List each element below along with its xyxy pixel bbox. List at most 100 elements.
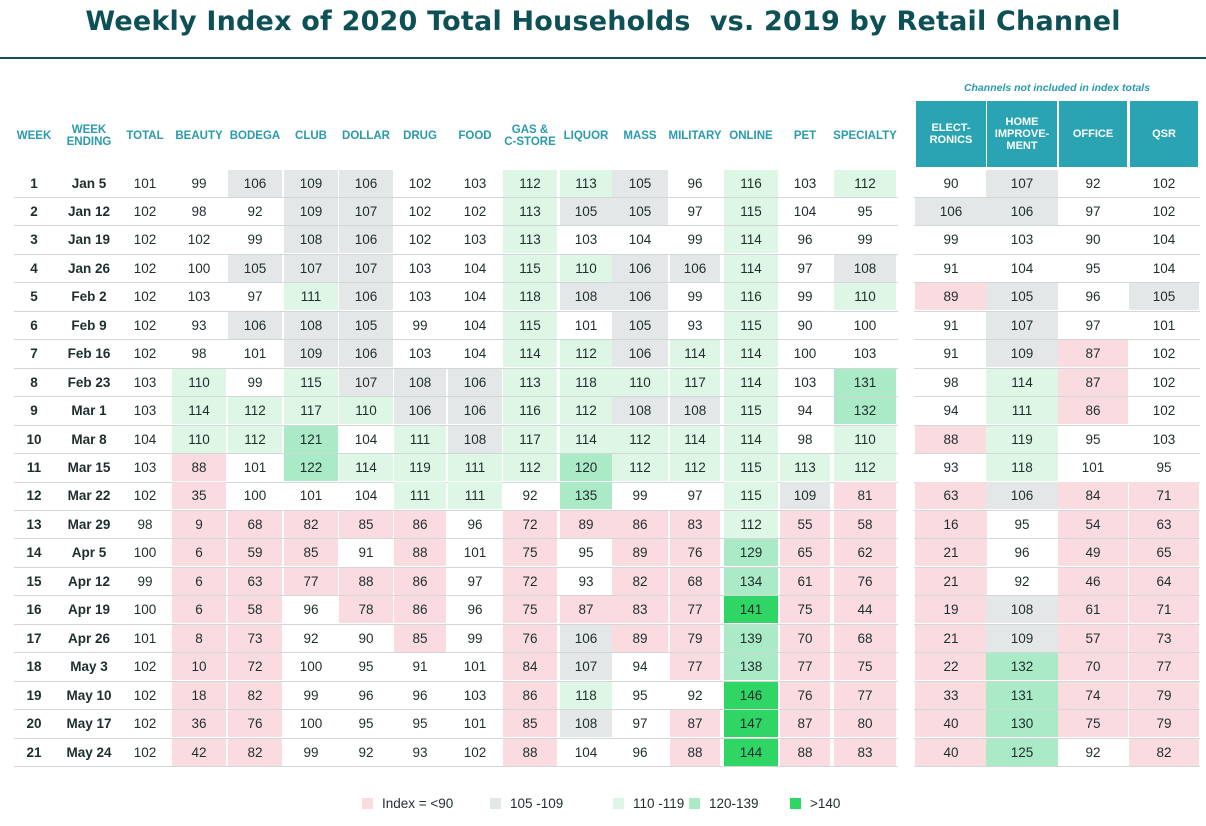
row-divider bbox=[914, 396, 1200, 398]
index-cell-mass: 105 bbox=[612, 169, 668, 197]
total-cell: 102 bbox=[133, 346, 157, 362]
total-cell: 98 bbox=[137, 516, 153, 532]
index-cell-liquor: 112 bbox=[560, 340, 612, 368]
side-index-cell-qsr: 79 bbox=[1129, 710, 1199, 738]
index-cell-liquor: 135 bbox=[560, 482, 612, 510]
index-cell-dollar: 107 bbox=[339, 368, 393, 396]
index-cell-military: 83 bbox=[670, 510, 720, 538]
total-cell: 102 bbox=[133, 289, 157, 305]
index-cell-online: 115 bbox=[724, 197, 778, 225]
row-divider bbox=[14, 680, 898, 682]
index-cell-online: 141 bbox=[724, 596, 778, 624]
row-divider bbox=[914, 595, 1200, 597]
index-cell-mass: 106 bbox=[612, 283, 668, 311]
side-index-cell-elect-ronics: 21 bbox=[915, 539, 987, 567]
total-cell: 101 bbox=[133, 175, 157, 191]
side-index-cell-qsr: 64 bbox=[1129, 567, 1199, 595]
column-header-pet: PET bbox=[793, 130, 817, 142]
index-cell-pet: 99 bbox=[797, 289, 813, 305]
index-cell-pet: 87 bbox=[780, 710, 830, 738]
index-cell-military: 108 bbox=[670, 397, 720, 425]
row-divider bbox=[14, 310, 898, 312]
week-ending-cell: May 17 bbox=[66, 716, 112, 732]
index-cell-drug: 119 bbox=[394, 454, 446, 481]
side-index-cell-qsr: 79 bbox=[1129, 681, 1199, 709]
index-cell-online: 115 bbox=[724, 454, 778, 481]
side-index-cell-office: 95 bbox=[1085, 431, 1101, 447]
index-cell-military: 77 bbox=[670, 653, 720, 681]
total-cell: 102 bbox=[133, 260, 157, 276]
index-cell-club: 107 bbox=[284, 254, 338, 282]
side-index-cell-qsr: 73 bbox=[1129, 624, 1199, 652]
index-cell-dollar: 106 bbox=[339, 340, 393, 368]
row-divider bbox=[14, 453, 898, 455]
index-cell-dollar: 107 bbox=[339, 254, 393, 282]
legend-label: Index = <90 bbox=[382, 795, 454, 811]
side-index-cell-qsr: 105 bbox=[1129, 283, 1199, 311]
column-header-week-ending: WEEK ENDING bbox=[66, 124, 112, 148]
side-index-cell-home-improve-ment: 95 bbox=[1014, 516, 1030, 532]
index-cell-bodega: 99 bbox=[247, 232, 263, 248]
index-cell-pet: 109 bbox=[780, 482, 830, 510]
index-cell-dollar: 88 bbox=[339, 567, 393, 595]
index-cell-military: 114 bbox=[670, 425, 720, 453]
index-cell-gas-c-store: 85 bbox=[503, 710, 557, 738]
index-cell-mass: 112 bbox=[612, 454, 668, 481]
index-cell-liquor: 105 bbox=[560, 197, 612, 225]
index-cell-club: 96 bbox=[303, 602, 319, 618]
week-cell: 14 bbox=[26, 545, 42, 561]
index-cell-online: 114 bbox=[724, 340, 778, 368]
index-cell-liquor: 101 bbox=[574, 317, 598, 333]
index-cell-beauty: 99 bbox=[191, 175, 207, 191]
row-divider bbox=[914, 737, 1200, 739]
side-index-cell-office: 87 bbox=[1058, 340, 1128, 368]
side-index-cell-elect-ronics: 106 bbox=[915, 197, 987, 225]
week-ending-cell: Mar 15 bbox=[67, 460, 111, 475]
side-index-cell-qsr: 102 bbox=[1152, 203, 1176, 219]
side-index-cell-home-improve-ment: 104 bbox=[1010, 260, 1034, 276]
legend-swatch bbox=[689, 797, 700, 809]
week-ending-cell: Feb 16 bbox=[67, 346, 111, 362]
row-divider bbox=[914, 709, 1200, 711]
index-cell-specialty: 108 bbox=[834, 254, 896, 282]
week-ending-cell: Apr 19 bbox=[67, 602, 111, 618]
column-header-military: MILITARY bbox=[668, 130, 722, 142]
column-header-food: FOOD bbox=[458, 130, 492, 142]
index-cell-military: 97 bbox=[687, 488, 703, 504]
index-cell-specialty: 62 bbox=[834, 539, 896, 567]
index-cell-gas-c-store: 117 bbox=[503, 425, 557, 453]
total-cell: 103 bbox=[133, 374, 157, 390]
index-cell-gas-c-store: 112 bbox=[503, 454, 557, 481]
index-cell-dollar: 92 bbox=[358, 744, 374, 760]
side-index-cell-elect-ronics: 99 bbox=[943, 232, 959, 248]
index-cell-mass: 82 bbox=[612, 567, 668, 595]
index-cell-food: 97 bbox=[467, 573, 483, 589]
index-cell-food: 108 bbox=[448, 425, 502, 453]
index-cell-liquor: 89 bbox=[560, 510, 612, 538]
index-cell-pet: 76 bbox=[780, 681, 830, 709]
row-divider bbox=[14, 424, 898, 426]
row-divider bbox=[914, 310, 1200, 312]
side-index-cell-office: 70 bbox=[1058, 653, 1128, 681]
week-cell: 1 bbox=[30, 175, 38, 191]
index-cell-drug: 111 bbox=[394, 425, 446, 453]
week-ending-cell: Mar 22 bbox=[67, 488, 111, 504]
index-cell-pet: 88 bbox=[780, 738, 830, 766]
index-cell-club: 121 bbox=[284, 425, 338, 453]
index-cell-gas-c-store: 92 bbox=[522, 488, 538, 504]
week-cell: 21 bbox=[26, 744, 42, 760]
side-index-cell-home-improve-ment: 132 bbox=[986, 653, 1058, 681]
index-cell-drug: 102 bbox=[408, 203, 432, 219]
row-divider bbox=[14, 737, 898, 739]
index-cell-beauty: 88 bbox=[172, 454, 226, 481]
index-cell-food: 106 bbox=[448, 397, 502, 425]
index-cell-military: 76 bbox=[670, 539, 720, 567]
index-cell-beauty: 6 bbox=[172, 567, 226, 595]
side-index-cell-qsr: 102 bbox=[1152, 403, 1176, 419]
index-cell-specialty: 75 bbox=[834, 653, 896, 681]
index-cell-online: 116 bbox=[724, 283, 778, 311]
week-cell: 20 bbox=[26, 716, 42, 732]
index-cell-mass: 83 bbox=[612, 596, 668, 624]
side-index-cell-elect-ronics: 21 bbox=[915, 624, 987, 652]
index-cell-pet: 104 bbox=[793, 203, 817, 219]
